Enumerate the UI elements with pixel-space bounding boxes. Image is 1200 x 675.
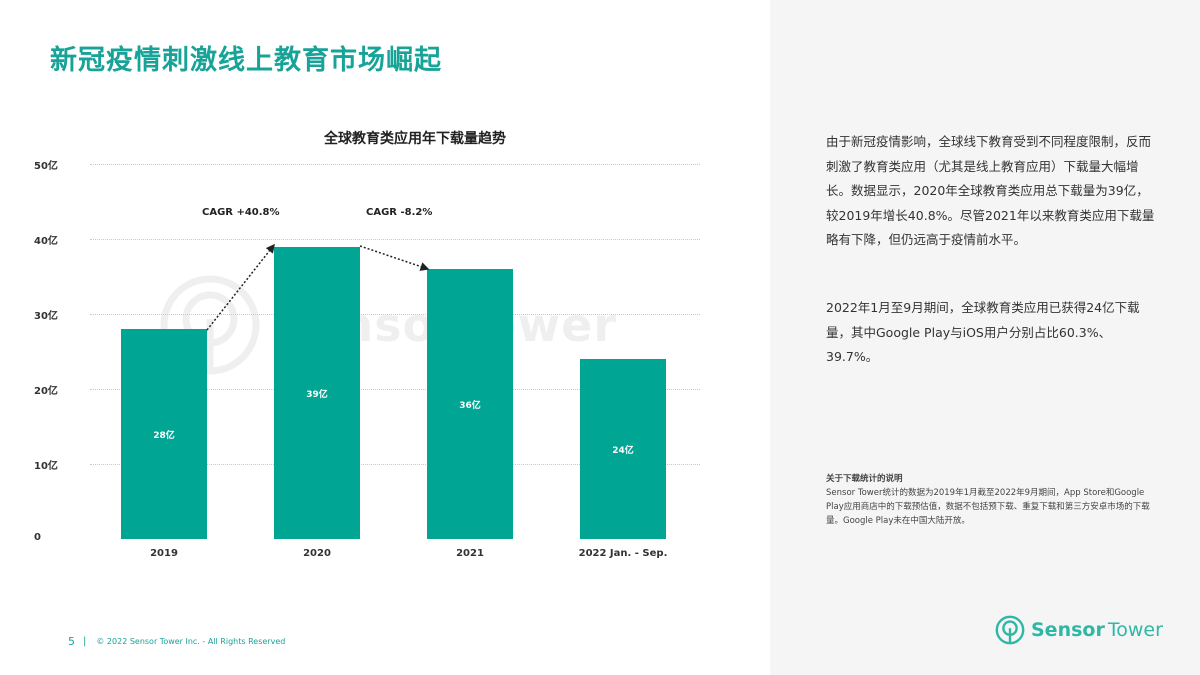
page-number: 5 bbox=[68, 635, 75, 648]
bar-value-label: 36亿 bbox=[459, 401, 481, 411]
gridline bbox=[90, 464, 700, 465]
x-axis-tick: 2021 bbox=[456, 548, 484, 559]
x-axis-tick: 2022 Jan. - Sep. bbox=[578, 548, 668, 559]
side-panel bbox=[770, 0, 1200, 675]
bar-2019: 28亿 bbox=[121, 329, 207, 539]
bar-value-label: 24亿 bbox=[612, 446, 634, 456]
cagr-annotation-2019-2020: CAGR +40.8% bbox=[202, 207, 280, 218]
x-axis-tick: 2020 bbox=[303, 548, 331, 559]
footer: 5 | © 2022 Sensor Tower Inc. - All Right… bbox=[68, 635, 285, 648]
cagr-arrows bbox=[206, 243, 430, 331]
cagr-annotation-2020-2021: CAGR -8.2% bbox=[366, 207, 433, 218]
note-title: 关于下载统计的说明 bbox=[826, 474, 903, 484]
gridline bbox=[90, 164, 700, 165]
sensortower-logo-icon bbox=[995, 615, 1025, 645]
gridline bbox=[90, 389, 700, 390]
sensortower-logo-icon bbox=[160, 275, 260, 375]
gridline bbox=[90, 239, 700, 240]
bar-value-label: 28亿 bbox=[153, 431, 175, 441]
y-axis-tick: 10亿 bbox=[34, 461, 58, 472]
bar-2021: 36亿 bbox=[427, 269, 513, 539]
gridline bbox=[90, 314, 700, 315]
main-content: 新冠疫情刺激线上教育市场崛起 全球教育类应用年下载量趋势 SensorTower… bbox=[34, 45, 700, 648]
sensortower-logo: Sensor Tower bbox=[995, 615, 1163, 645]
y-axis-tick: 30亿 bbox=[34, 311, 58, 322]
summary-paragraph-1: 由于新冠疫情影响，全球线下教育受到不同程度限制，反而刺激了教育类应用（尤其是线上… bbox=[826, 134, 1155, 247]
bar-value-label: 39亿 bbox=[306, 389, 328, 400]
summary-paragraph-2: 2022年1月至9月期间，全球教育类应用已获得24亿下载量，其中Google P… bbox=[826, 300, 1140, 364]
chart-title: 全球教育类应用年下载量趋势 bbox=[324, 131, 506, 147]
bar-2020: 39亿 bbox=[274, 246, 360, 539]
note-body: Sensor Tower统计的数据为2019年1月截至2022年9月期间，App… bbox=[826, 488, 1150, 526]
x-axis-tick: 2019 bbox=[150, 548, 178, 559]
bar-2022: 24亿 bbox=[580, 359, 666, 539]
copyright: © 2022 Sensor Tower Inc. - All Rights Re… bbox=[96, 637, 286, 646]
page-title: 新冠疫情刺激线上教育市场崛起 bbox=[50, 45, 442, 76]
y-axis-tick: 0 bbox=[34, 532, 41, 543]
y-axis-tick: 40亿 bbox=[34, 236, 58, 247]
y-axis-tick: 50亿 bbox=[34, 161, 58, 172]
download-stats-note: 关于下载统计的说明 Sensor Tower统计的数据为2019年1月截至202… bbox=[826, 472, 1156, 528]
y-axis-tick: 20亿 bbox=[34, 386, 58, 397]
footer-separator: | bbox=[83, 636, 87, 647]
